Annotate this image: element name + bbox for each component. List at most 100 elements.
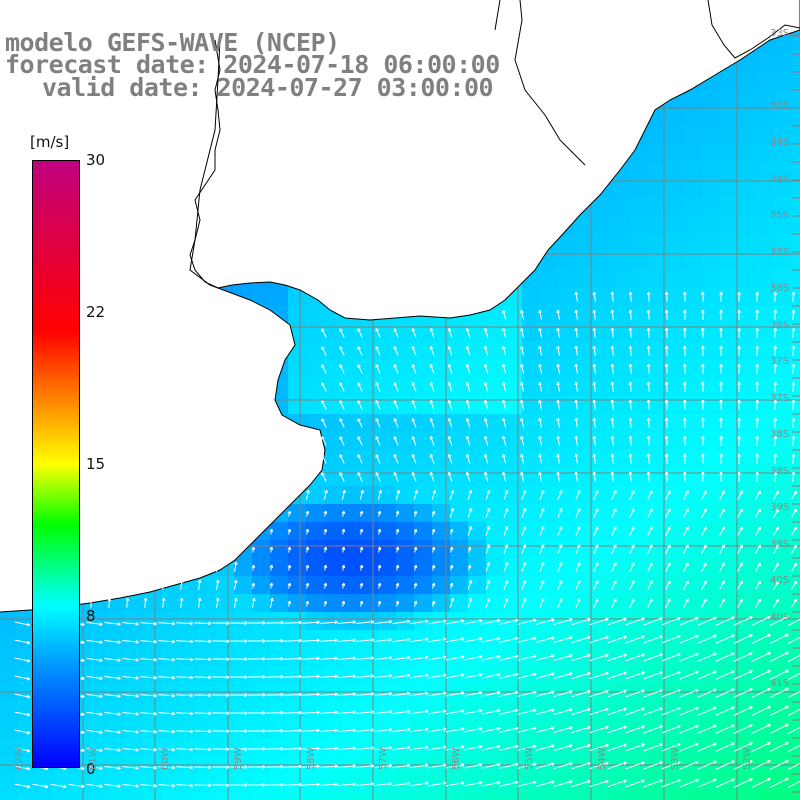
wind-arrow: [104, 675, 121, 680]
wind-arrow: [467, 546, 472, 553]
wind-arrow: [285, 436, 291, 446]
wind-arrow: [682, 309, 687, 320]
wind-arrow: [502, 327, 507, 338]
wind-arrow: [14, 729, 31, 735]
wind-arrow: [733, 634, 753, 644]
wind-arrow: [158, 783, 176, 788]
wind-arrow: [107, 579, 112, 590]
wind-arrow: [737, 562, 743, 572]
wind-arrow: [557, 526, 563, 536]
wind-arrow: [230, 783, 248, 787]
wind-arrow: [341, 528, 346, 535]
wind-arrow: [773, 453, 778, 464]
wind-arrow: [230, 747, 248, 751]
wind-arrow: [592, 363, 597, 374]
wind-arrow: [610, 327, 615, 338]
wind-arrow: [14, 765, 31, 771]
wind-arrow: [571, 725, 591, 734]
wind-arrow: [125, 597, 130, 608]
wind-arrow: [339, 328, 345, 338]
wind-arrow: [535, 690, 555, 697]
wind-arrow: [571, 779, 591, 788]
wind-arrow: [661, 670, 681, 680]
wind-arrow: [355, 728, 375, 733]
wind-arrow: [755, 580, 761, 590]
wind-arrow: [305, 564, 310, 571]
wind-arrow: [463, 655, 483, 661]
wind-arrow: [447, 345, 453, 356]
wind-arrow: [427, 727, 447, 733]
wind-arrow: [625, 617, 645, 626]
wind-arrow: [697, 688, 717, 698]
wind-arrow: [215, 561, 220, 572]
wind-arrow: [751, 633, 771, 645]
wind-arrow: [664, 399, 669, 410]
wind-arrow: [521, 490, 527, 500]
wind-arrow: [791, 417, 796, 428]
wind-arrow: [787, 636, 800, 645]
wind-arrow: [701, 309, 705, 320]
wind-arrow: [339, 364, 345, 374]
wind-arrow: [610, 345, 615, 356]
wind-arrow: [50, 783, 67, 789]
wind-arrow: [485, 544, 491, 554]
wind-arrow: [377, 510, 382, 517]
wind-arrow: [701, 526, 707, 536]
wind-arrow: [393, 472, 399, 482]
wind-arrow: [463, 637, 483, 643]
wind-arrow: [719, 471, 723, 482]
wind-arrow: [248, 621, 266, 625]
wind-arrow: [629, 562, 635, 572]
wind-arrow: [787, 618, 800, 627]
wind-arrow: [467, 580, 473, 590]
wind-arrow: [611, 562, 617, 572]
wind-arrow: [465, 399, 471, 410]
wind-arrow: [373, 691, 393, 697]
wind-arrow: [357, 328, 363, 338]
wind-arrow: [373, 637, 393, 643]
wind-arrow: [321, 418, 327, 428]
wind-arrow: [301, 692, 320, 697]
wind-arrow: [556, 381, 561, 392]
wind-arrow: [431, 510, 436, 517]
wind-arrow: [683, 526, 689, 536]
wind-arrow: [593, 526, 599, 536]
wind-arrow: [284, 746, 302, 751]
wind-arrow: [323, 510, 328, 517]
wind-arrow: [628, 399, 633, 410]
wind-arrow: [447, 381, 453, 392]
wind-arrow: [538, 363, 543, 374]
wind-arrow: [574, 363, 579, 374]
wind-arrow: [158, 729, 176, 734]
wind-arrow: [683, 562, 689, 572]
wind-arrow: [337, 710, 356, 714]
wind-arrow: [86, 657, 103, 663]
wind-arrow: [629, 580, 635, 590]
wind-arrow: [535, 726, 555, 733]
wind-arrow: [481, 780, 501, 787]
wind-arrow: [592, 327, 597, 338]
wind-arrow: [499, 726, 519, 733]
wind-arrow: [158, 639, 176, 644]
wind-arrow: [538, 309, 543, 320]
wind-arrow: [248, 711, 266, 715]
wind-arrow: [467, 490, 473, 500]
wind-arrow: [646, 345, 651, 356]
wind-arrow: [535, 762, 555, 769]
wind-arrow: [575, 544, 581, 554]
wind-arrow: [355, 764, 375, 769]
wind-arrow: [539, 490, 545, 500]
wind-arrow: [664, 345, 669, 356]
wind-arrow: [375, 346, 381, 356]
wind-arrow: [373, 781, 393, 787]
wind-arrow: [215, 597, 220, 608]
wind-arrow: [339, 346, 345, 356]
wind-arrow: [719, 381, 723, 392]
wind-arrow: [375, 436, 381, 446]
wind-arrow: [143, 561, 148, 572]
wind-arrow: [373, 763, 393, 769]
wind-arrow: [284, 764, 302, 769]
wind-arrow: [158, 693, 176, 698]
wind-arrow: [483, 381, 489, 392]
wind-arrow: [737, 580, 743, 590]
